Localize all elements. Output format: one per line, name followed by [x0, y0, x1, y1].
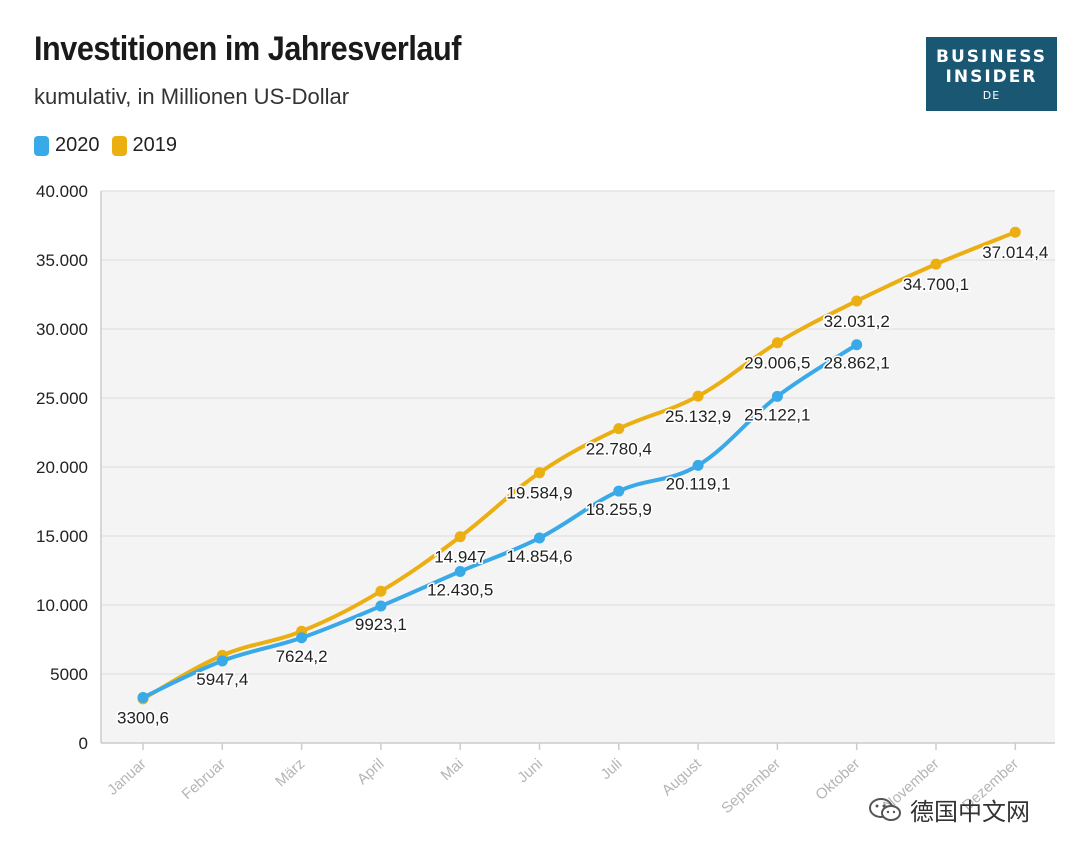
data-point-2020: [534, 532, 545, 544]
data-label-2020: 28.862,1: [824, 354, 890, 373]
legend-label-2019: 2019: [132, 134, 178, 156]
legend-label-2020: 2020: [55, 134, 100, 156]
y-tick-label: 25.000: [36, 389, 88, 408]
y-tick-label: 20.000: [36, 458, 88, 477]
data-point-2020: [613, 485, 625, 497]
data-point-2019: [771, 337, 783, 349]
series-line-2020: [141, 342, 859, 700]
data-label-2019: 37.014,4: [982, 243, 1048, 262]
data-label-2019: 32.031,2: [824, 312, 890, 331]
data-point-2020: [216, 655, 228, 667]
y-tick-label: 35.000: [36, 251, 88, 270]
data-point-2020: [851, 339, 863, 351]
y-tick-label: 15.000: [36, 527, 88, 546]
legend-item-2020[interactable]: 2020: [34, 134, 100, 157]
wechat-icon: [868, 797, 902, 823]
legend-swatch-2020: [34, 135, 49, 156]
data-label-2019: 19.584,9: [506, 484, 572, 503]
y-tick-label: 0: [79, 734, 88, 753]
data-label-2020: 3300,6: [117, 708, 169, 727]
x-tick-label: April: [354, 755, 388, 788]
data-point-2019: [613, 423, 625, 435]
logo-line-1: BUSINESS: [936, 47, 1047, 67]
business-insider-logo: BUSINESS INSIDER DE: [926, 37, 1057, 111]
data-point-2020: [771, 390, 783, 402]
data-point-2019: [375, 585, 387, 597]
data-label-2020: 25.122,1: [744, 405, 810, 424]
data-label-2020: 18.255,9: [586, 500, 652, 519]
x-tick-label: Oktober: [812, 755, 863, 803]
x-tick-label: Juni: [514, 755, 546, 786]
x-tick-label: Januar: [104, 755, 149, 798]
data-point-2020: [454, 565, 466, 577]
data-point-2020: [692, 459, 704, 471]
data-point-2019: [930, 258, 942, 270]
logo-line-2: INSIDER: [945, 67, 1038, 87]
data-label-2019: 29.006,5: [744, 354, 810, 373]
chart-subtitle: kumulativ, in Millionen US-Dollar: [34, 84, 350, 109]
data-point-2020: [137, 691, 149, 703]
series-line-2019: [141, 230, 1018, 701]
watermark: 德国中文网: [868, 792, 1030, 827]
data-label-2019: 22.780,4: [586, 440, 652, 459]
data-point-2019: [534, 467, 545, 479]
data-label-2020: 12.430,5: [427, 580, 493, 599]
data-point-2019: [692, 390, 704, 402]
data-label-2019: 25.132,9: [665, 407, 731, 426]
chart-legend: 2020 2019: [34, 134, 189, 157]
data-label-2020: 14.854,6: [506, 547, 572, 566]
chart-title: Investitionen im Jahresverlauf: [34, 30, 461, 68]
data-label-2020: 9923,1: [355, 615, 407, 634]
data-point-2020: [296, 632, 308, 644]
x-tick-label: Mai: [438, 755, 467, 784]
x-tick-label: Juli: [597, 755, 625, 783]
logo-line-3: DE: [982, 89, 1001, 102]
x-tick-label: August: [659, 755, 706, 799]
watermark-text: 德国中文网: [910, 798, 1030, 826]
data-label-2019: 14.947: [434, 548, 486, 567]
legend-swatch-2019: [111, 135, 127, 156]
data-label-2020: 5947,4: [196, 670, 248, 689]
data-point-2020: [375, 600, 387, 612]
data-point-2019: [851, 295, 863, 307]
data-point-2019: [1009, 226, 1021, 238]
legend-item-2019[interactable]: 2019: [111, 134, 178, 157]
data-label-2020: 20.119,1: [666, 474, 731, 493]
y-tick-label: 10.000: [36, 596, 88, 615]
data-point-2019: [454, 531, 466, 543]
x-tick-label: März: [272, 755, 308, 790]
y-tick-label: 40.000: [36, 182, 88, 201]
x-tick-label: September: [718, 755, 784, 817]
x-tick-label: Februar: [179, 755, 229, 803]
data-label-2020: 7624,2: [276, 647, 328, 666]
y-tick-label: 30.000: [36, 320, 88, 339]
y-tick-label: 5000: [50, 665, 88, 684]
data-label-2019: 34.700,1: [903, 275, 969, 294]
